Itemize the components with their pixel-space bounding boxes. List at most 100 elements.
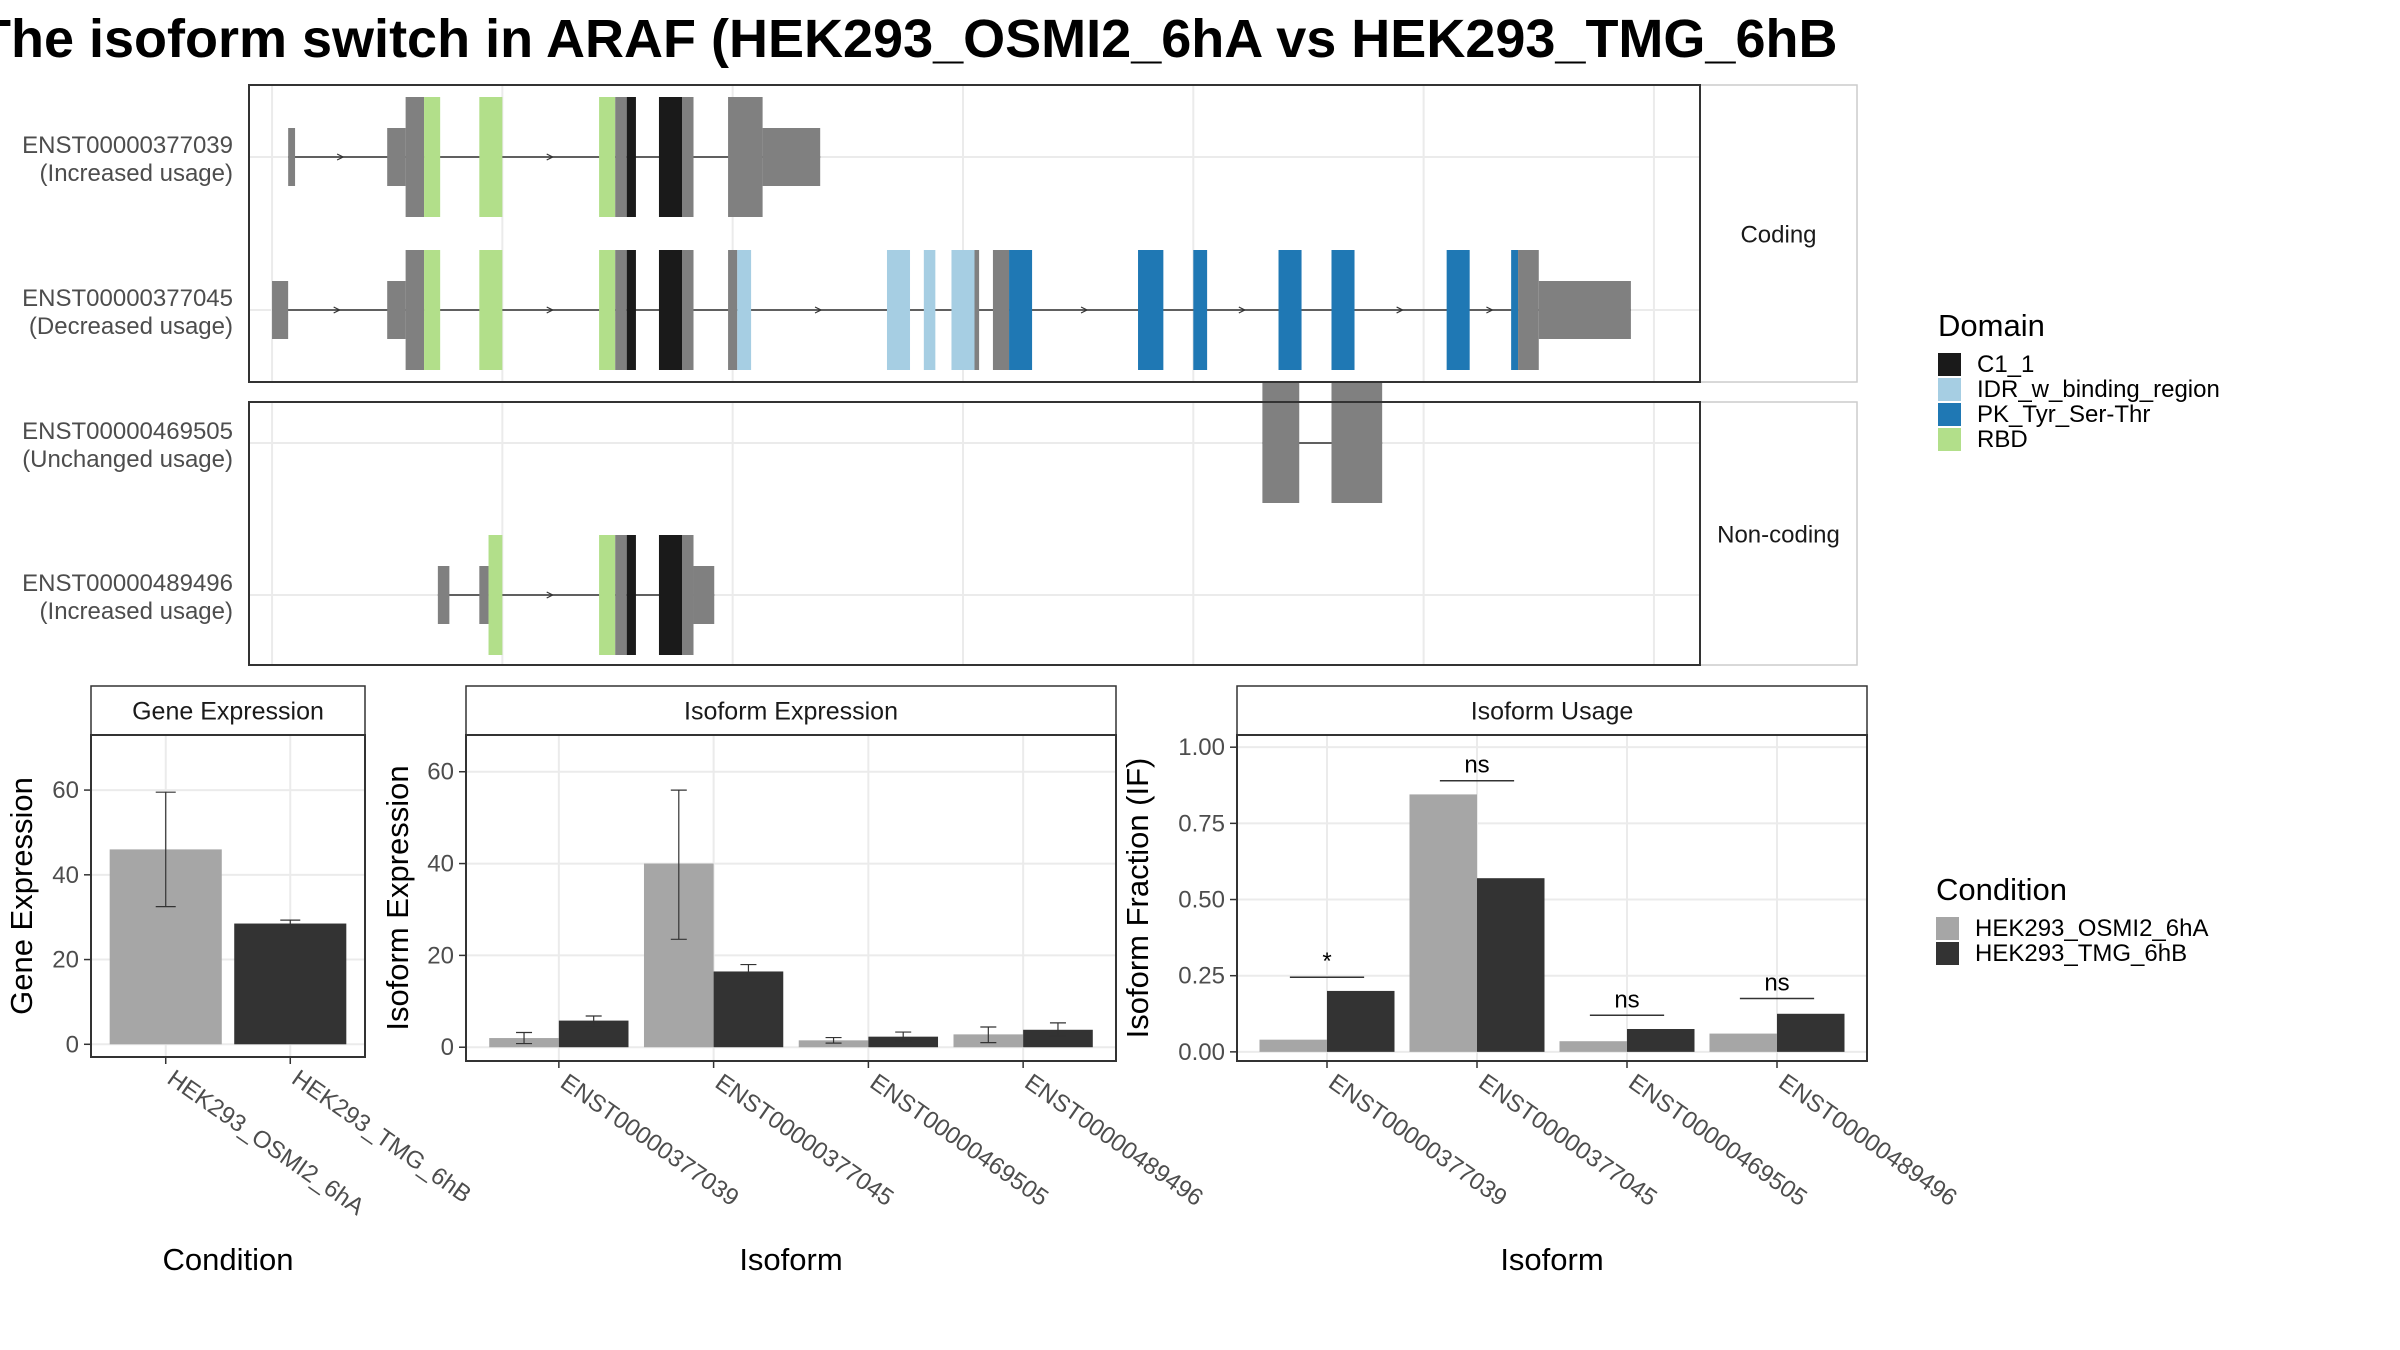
y-tick-label: 20: [427, 942, 454, 969]
transcript-ENST00000489496: [437, 535, 715, 655]
direction-arrow: [1486, 306, 1494, 314]
domain-PK_Tyr_Ser-Thr-block: [1009, 250, 1033, 370]
structure-strip-noncoding: [1699, 401, 1858, 666]
direction-arrow: [814, 306, 823, 314]
bar-cond2: [1477, 878, 1545, 1052]
isoform-usage-panel: Isoform Usage 0.00 0.25 0.50 0.75 1.00 * ns ns ns…: [1120, 685, 1962, 1277]
legend-key-cond2: [1936, 942, 1959, 965]
domain-C1_1-block: [626, 535, 636, 655]
exon-block: [405, 250, 425, 370]
legend-label: RBD: [1977, 426, 2028, 453]
direction-arrow: [1238, 306, 1247, 314]
domain-RBD-block: [424, 250, 441, 370]
y-tick-label: 0.25: [1178, 963, 1225, 990]
exon-block: [615, 97, 627, 217]
exon-block: [288, 128, 296, 186]
y-tick-label: 0: [441, 1034, 454, 1061]
significance-label: ns: [1764, 970, 1789, 997]
x-axis-title: Isoform: [1500, 1242, 1603, 1277]
domain-C1_1-block: [658, 250, 682, 370]
y-axis-title: Gene Expression: [4, 777, 39, 1015]
transcript-id-label: ENST00000377039: [22, 132, 233, 159]
domain-IDR_w_binding_region-block: [923, 250, 936, 370]
bar-cond1: [798, 1040, 869, 1048]
y-axis-title: Isoform Fraction (IF): [1120, 758, 1155, 1039]
transcript-usage-label: (Unchanged usage): [22, 446, 233, 473]
exon-block: [615, 250, 627, 370]
panel-strip: [465, 685, 1117, 736]
exon-block: [272, 281, 289, 339]
legend-label: C1_1: [1977, 351, 2034, 378]
significance-label: ns: [1464, 752, 1489, 779]
structure-strip-coding: [1699, 84, 1858, 383]
transcript-id-label: ENST00000469505: [22, 418, 233, 445]
exon-block: [387, 281, 406, 339]
bar-cond1: [1409, 794, 1477, 1052]
bar-cond2: [868, 1036, 939, 1048]
domain-legend: Domain C1_1IDR_w_binding_regionPK_Tyr_Ser…: [1938, 308, 2220, 453]
transcript-usage-label: (Increased usage): [40, 160, 233, 187]
domain-PK_Tyr_Ser-Thr-block: [1331, 250, 1355, 370]
panel-strip-label: Isoform Usage: [1471, 698, 1634, 726]
domain-PK_Tyr_Ser-Thr-block: [1511, 250, 1519, 370]
y-tick-label: 20: [52, 947, 79, 974]
domain-RBD-block: [599, 97, 616, 217]
exon-block: [992, 250, 1010, 370]
exon-block: [681, 535, 694, 655]
plot-border: [90, 734, 366, 1058]
exon-block: [387, 128, 406, 186]
y-tick-label: 40: [427, 851, 454, 878]
legend-label: HEK293_OSMI2_6hA: [1975, 915, 2208, 942]
x-axis-title: Isoform: [739, 1242, 842, 1277]
plot-border: [465, 734, 1117, 1062]
panel-strip: [1236, 685, 1868, 736]
y-tick-label: 0.75: [1178, 810, 1225, 837]
exon-block: [1538, 281, 1631, 339]
legend-title: Condition: [1936, 872, 2067, 907]
domain-IDR_w_binding_region-block: [737, 250, 752, 370]
legend-key-PK_Tyr_Ser-Thr: [1938, 403, 1961, 426]
exon-block: [681, 250, 694, 370]
domain-RBD-block: [479, 97, 503, 217]
y-tick-label: 0.50: [1178, 887, 1225, 914]
exon-block: [728, 250, 738, 370]
structure-panel-border: [248, 84, 1701, 383]
y-tick-label: 0: [66, 1031, 79, 1058]
transcript-ENST00000377039: [288, 97, 821, 217]
legend-label: PK_Tyr_Ser-Thr: [1977, 401, 2150, 428]
bar-cond1: [1259, 1039, 1327, 1052]
bar: [234, 923, 347, 1045]
domain-RBD-block: [599, 535, 616, 655]
structure-strip-label-noncoding: Non-coding: [1717, 522, 1840, 549]
transcript-ENST00000377045: [272, 250, 1631, 370]
y-tick-label: 60: [427, 759, 454, 786]
isoform-expression-panel: Isoform Expression0204060ENST00000377039…: [380, 685, 1208, 1277]
y-axis-title: Isoform Expression: [380, 765, 415, 1030]
x-tick-label: HEK293_OSMI2_6hA: [162, 1065, 369, 1221]
transcript-usage-label: (Decreased usage): [29, 313, 233, 340]
direction-arrow: [336, 153, 345, 161]
plot-background: [466, 735, 1116, 1061]
transcript-structure-plot: CodingNon-codingENST00000377039(Increase…: [22, 84, 1858, 666]
legend-title: Domain: [1938, 308, 2045, 343]
direction-arrow: [1396, 306, 1404, 314]
panel-strip-label: Gene Expression: [132, 698, 324, 726]
domain-RBD-block: [424, 97, 441, 217]
bar-cond2: [713, 971, 784, 1048]
domain-PK_Tyr_Ser-Thr-block: [1138, 250, 1164, 370]
exon-block: [693, 566, 715, 624]
exon-block: [437, 566, 450, 624]
transcript-id-label: ENST00000489496: [22, 570, 233, 597]
domain-RBD-block: [479, 250, 503, 370]
exon-block: [681, 97, 694, 217]
legend-key-cond1: [1936, 917, 1959, 940]
legend-key-C1_1: [1938, 353, 1961, 376]
domain-IDR_w_binding_region-block: [951, 250, 975, 370]
direction-arrow: [333, 306, 342, 314]
domain-PK_Tyr_Ser-Thr-block: [1278, 250, 1302, 370]
panel-strip-label: Isoform Expression: [684, 698, 898, 726]
exon-block: [615, 535, 627, 655]
legend-label: HEK293_TMG_6hB: [1975, 940, 2187, 967]
